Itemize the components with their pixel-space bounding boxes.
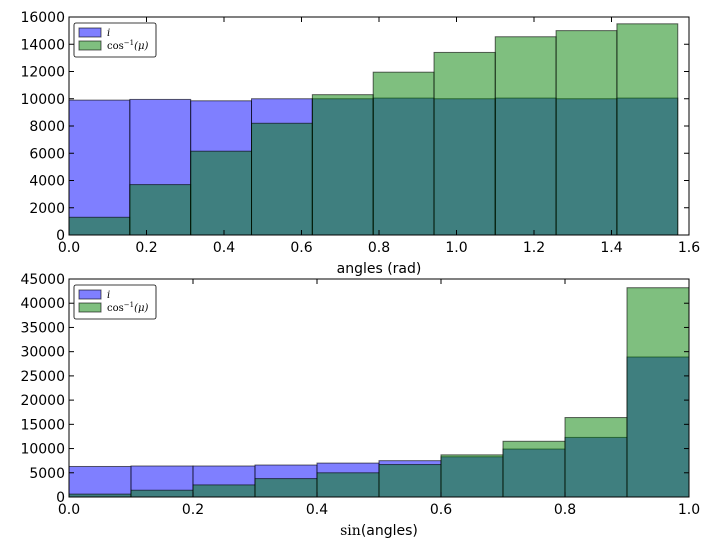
legend-swatch-acos-mu xyxy=(78,302,102,313)
x-tick-label: 0.8 xyxy=(554,502,576,518)
chart-panel-1: 0.0 0.2 0.4 0.6 0.8 1.0 1.2 1.4 1.6 0 2000 4000 6000… xyxy=(20,10,700,277)
bar-acos-mu-4 xyxy=(251,122,313,236)
bar-acos-mu-6 xyxy=(372,71,435,236)
y-tick-label: 16000 xyxy=(20,10,65,26)
y-tick-label: 40000 xyxy=(20,296,65,312)
legend-label-acos-mu: cos−1(μ) xyxy=(107,39,148,52)
y-tick-label: 8000 xyxy=(29,119,65,135)
x-tick-label: 0.8 xyxy=(368,240,390,256)
x-tick-label: 0.0 xyxy=(58,502,80,518)
y-tick-label: 14000 xyxy=(20,37,65,53)
x-tick-label: 0.2 xyxy=(135,240,157,256)
y-tick-label: 25000 xyxy=(20,369,65,385)
y-tick-label: 10000 xyxy=(20,92,65,108)
chart-panel-2: 0.0 0.2 0.4 0.6 0.8 1.0 0 5000 10000 15000 20000 25… xyxy=(20,272,700,539)
bar-acos-mu-10 xyxy=(626,287,690,498)
bar-acos-mu-9 xyxy=(555,30,618,236)
bar-acos-mu-2 xyxy=(129,184,192,236)
bar-acos-mu-1 xyxy=(68,216,131,236)
x-tick-label: 1.6 xyxy=(678,240,700,256)
bar-acos-mu-3 xyxy=(192,484,256,498)
y-tick-label: 15000 xyxy=(20,417,65,433)
bar-acos-mu-8 xyxy=(494,36,557,236)
bar-acos-mu-3 xyxy=(190,150,253,236)
x-tick-label: 1.4 xyxy=(600,240,622,256)
bar-acos-mu-5 xyxy=(316,472,380,498)
x-tick-label: 1.0 xyxy=(678,502,700,518)
bar-acos-mu-5 xyxy=(311,94,374,236)
axes-frame xyxy=(68,278,690,498)
y-tick-label: 30000 xyxy=(20,345,65,361)
bar-i-1 xyxy=(68,99,131,236)
bar-acos-mu-6 xyxy=(378,464,442,498)
legend-label-i: i xyxy=(107,28,110,39)
y-tick-label: 5000 xyxy=(29,466,65,482)
y-tick-label: 2000 xyxy=(29,201,65,217)
x-tick-label: 0.6 xyxy=(430,502,452,518)
y-tick-label: 6000 xyxy=(29,146,65,162)
y-tick-label: 35000 xyxy=(20,320,65,336)
x-axis-label: sin(angles) xyxy=(340,523,418,539)
bar-acos-mu-8 xyxy=(502,440,566,498)
x-tick-label: 0.0 xyxy=(58,240,80,256)
x-tick-label: 0.4 xyxy=(213,240,235,256)
y-tick-label: 4000 xyxy=(29,174,65,190)
bar-acos-mu-4 xyxy=(254,478,318,498)
bar-acos-mu-2 xyxy=(130,489,194,498)
legend-label-acos-mu: cos−1(μ) xyxy=(107,301,148,314)
x-tick-label: 0.2 xyxy=(182,502,204,518)
bar-i-1 xyxy=(68,465,132,498)
y-tick-label: 12000 xyxy=(20,65,65,81)
x-axis-label: angles (rad) xyxy=(337,261,422,277)
legend-swatch-i xyxy=(78,27,102,38)
legend-swatch-i xyxy=(78,289,102,300)
legend-swatch-acos-mu xyxy=(78,40,102,51)
y-tick-label: 20000 xyxy=(20,393,65,409)
y-tick-label: 0 xyxy=(56,490,65,506)
x-tick-label: 0.6 xyxy=(290,240,312,256)
legend-label-i: i xyxy=(107,290,110,301)
bar-acos-mu-9 xyxy=(564,417,628,498)
x-tick-label: 1.0 xyxy=(445,240,467,256)
y-tick-label: 0 xyxy=(56,228,65,244)
bar-acos-mu-7 xyxy=(440,454,504,498)
bar-acos-mu-7 xyxy=(433,51,496,236)
x-tick-label: 1.2 xyxy=(523,240,545,256)
x-tick-label: 0.4 xyxy=(306,502,328,518)
y-tick-label: 45000 xyxy=(20,272,65,288)
bar-acos-mu-10 xyxy=(616,23,679,236)
y-tick-label: 10000 xyxy=(20,442,65,458)
